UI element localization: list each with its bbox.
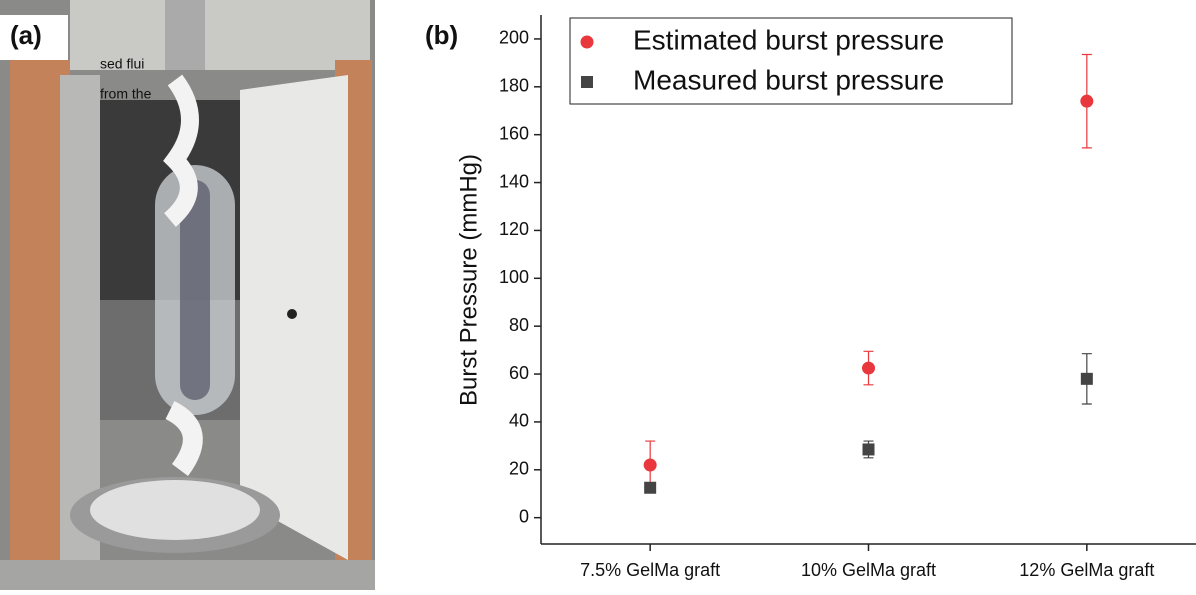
data-point [643, 458, 657, 472]
y-tick-label: 180 [499, 76, 529, 96]
panel-label: (a) [10, 20, 42, 50]
y-tick-label: 120 [499, 219, 529, 239]
data-point [1080, 94, 1094, 108]
legend-marker [581, 76, 593, 88]
y-tick-label: 160 [499, 123, 529, 143]
x-tick-label: 7.5% GelMa graft [580, 560, 720, 580]
y-tick-label: 20 [509, 459, 529, 479]
data-point [862, 361, 875, 375]
y-axis-label: Burst Pressure (mmHg) [455, 154, 482, 406]
data-point [644, 481, 657, 494]
y-tick-label: 200 [499, 28, 529, 48]
legend-label: Measured burst pressure [633, 64, 944, 95]
y-tick-label: 100 [499, 267, 529, 287]
x-tick-label: 12% GelMa graft [1019, 560, 1154, 580]
y-tick-label: 60 [509, 363, 529, 383]
y-tick-label: 0 [519, 506, 529, 526]
x-tick-label: 10% GelMa graft [801, 560, 936, 580]
photo-text: sed flui [100, 56, 144, 72]
photo-text: from the [100, 86, 152, 102]
y-tick-label: 40 [509, 411, 529, 431]
legend-box [569, 17, 1013, 105]
y-tick-label: 80 [509, 315, 529, 335]
panel-label: (b) [425, 20, 458, 50]
photo: sed flui from the [0, 0, 375, 590]
y-tick-label: 140 [499, 171, 529, 191]
legend-marker [580, 35, 594, 49]
legend-label: Estimated burst pressure [633, 24, 944, 55]
data-point [1080, 372, 1093, 385]
data-point [862, 443, 875, 456]
